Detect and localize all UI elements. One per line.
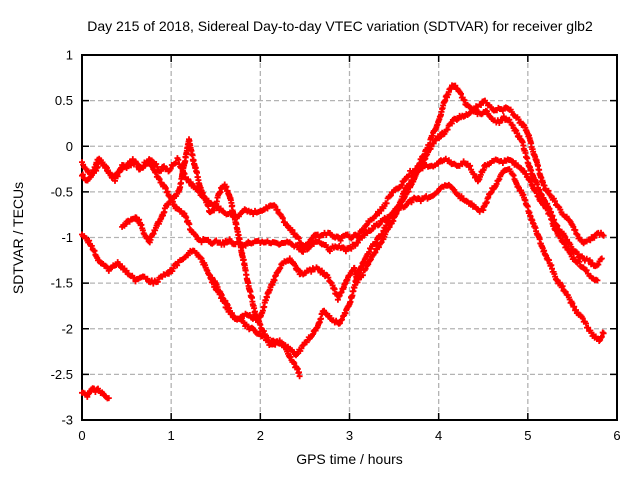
x-tick-label: 3 <box>346 428 353 443</box>
x-tick-label: 5 <box>524 428 531 443</box>
tick-marks <box>81 54 618 421</box>
y-tick-label: -2 <box>61 321 73 336</box>
y-tick-label: -3 <box>61 413 73 428</box>
x-tick-label: 2 <box>257 428 264 443</box>
grid-lines <box>82 55 617 420</box>
x-tick-label: 0 <box>78 428 85 443</box>
x-tick-label: 4 <box>435 428 442 443</box>
x-tick-label: 1 <box>168 428 175 443</box>
y-tick-labels: 1 0.5 0 -0.5 -1 -1.5 -2 -2.5 -3 <box>51 48 73 428</box>
series-trace-3 <box>79 157 607 344</box>
x-tick-labels: 0 1 2 3 4 5 6 <box>78 428 620 443</box>
y-tick-label: -0.5 <box>51 184 73 199</box>
x-axis-label: GPS time / hours <box>296 451 403 467</box>
x-tick-label: 6 <box>613 428 620 443</box>
y-tick-label: -1.5 <box>51 276 73 291</box>
y-tick-label: 1 <box>66 48 73 63</box>
y-tick-label: -2.5 <box>51 367 73 382</box>
series-trace-1 <box>79 385 112 402</box>
chart-title: Day 215 of 2018, Sidereal Day-to-day VTE… <box>87 18 593 34</box>
y-tick-label: 0.5 <box>55 93 73 108</box>
series-trace-6 <box>208 97 607 323</box>
y-tick-label: 0 <box>66 139 73 154</box>
y-tick-label: -1 <box>61 230 73 245</box>
